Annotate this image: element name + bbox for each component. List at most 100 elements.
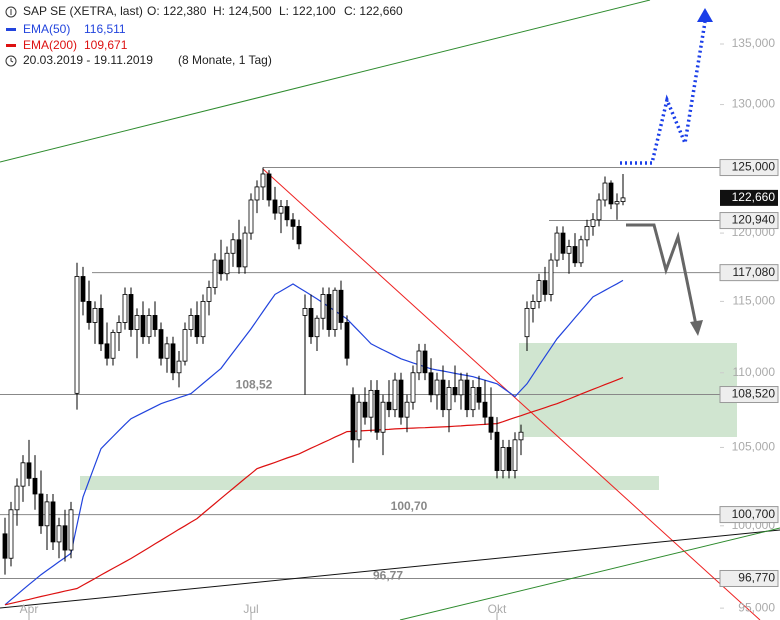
- candle-body: [452, 387, 458, 396]
- candle-body: [584, 226, 590, 241]
- title: SAP SE (XETRA, last): [23, 4, 143, 18]
- level-note: 108,52: [236, 378, 273, 392]
- candle-body: [200, 301, 206, 338]
- candle-body: [86, 301, 92, 323]
- candle-body: [176, 360, 182, 374]
- candle-body: [272, 199, 278, 214]
- candle-body: [182, 329, 188, 362]
- candle-body: [260, 173, 266, 188]
- candle-body: [500, 447, 506, 471]
- projection-arrows: [620, 8, 713, 336]
- candle-body: [152, 315, 158, 330]
- stat: O: 122,380: [147, 4, 207, 18]
- candle-body: [116, 322, 122, 333]
- candle-body: [20, 462, 26, 487]
- candle-body: [476, 387, 482, 403]
- level-label: 96,770: [738, 571, 775, 585]
- candles: [2, 167, 626, 575]
- candle-body: [302, 307, 308, 316]
- candle-body: [314, 317, 320, 338]
- indicator-lines: [4, 279, 624, 606]
- candle-body: [398, 379, 404, 418]
- candle-body: [62, 525, 68, 551]
- candle-body: [620, 197, 626, 202]
- candle-body: [110, 332, 116, 359]
- levels: 108,52 100,70 96,77: [0, 167, 720, 583]
- candle-body: [470, 387, 476, 411]
- candle-body: [356, 401, 362, 441]
- x-tick-label: Okt: [488, 602, 507, 616]
- candle-body: [446, 387, 452, 411]
- level-label: 120,940: [732, 213, 776, 227]
- candle-body: [8, 509, 14, 559]
- candle-body: [2, 533, 8, 559]
- candle-body: [488, 416, 494, 433]
- candle-body: [578, 239, 584, 264]
- candle-body: [326, 294, 332, 330]
- trend-line: [399, 527, 780, 620]
- legend-swatch: [6, 28, 16, 31]
- candle-body: [506, 447, 512, 471]
- legend-value: 116,511: [84, 22, 126, 36]
- candle-body: [296, 226, 302, 245]
- zones: [80, 343, 737, 490]
- x-tick-label: Apr: [20, 602, 39, 616]
- candle-body: [254, 186, 260, 201]
- candle-body: [524, 307, 530, 338]
- level-label: 108,520: [732, 387, 776, 401]
- candle-body: [530, 301, 536, 309]
- level-note: 100,70: [391, 499, 428, 513]
- candle-body: [212, 259, 218, 288]
- candle-body: [560, 232, 566, 254]
- candle-body: [128, 294, 134, 330]
- close-label: 122,660: [732, 190, 776, 204]
- candle-body: [230, 239, 236, 254]
- x-tick-label: Jul: [243, 602, 258, 616]
- level-box: [719, 569, 779, 587]
- candle-body: [536, 280, 542, 302]
- candle-body: [404, 401, 410, 418]
- candle-body: [464, 379, 470, 411]
- indicator-line: [4, 279, 624, 606]
- bearish-projection: [626, 223, 698, 326]
- info-icon: [5, 6, 17, 18]
- candle-body: [56, 525, 62, 543]
- legend-label: EMA(200): [23, 38, 77, 52]
- candle-body: [290, 219, 296, 227]
- candle-body: [614, 201, 620, 205]
- candle-body: [596, 199, 602, 221]
- candle-body: [14, 485, 20, 511]
- candle-body: [608, 182, 614, 205]
- candle-body: [146, 315, 152, 338]
- candle-body: [140, 315, 146, 338]
- stat: C: 122,660: [344, 4, 403, 18]
- candle-body: [44, 501, 50, 527]
- stat: H: 124,500: [213, 4, 272, 18]
- bullish-projection: [620, 21, 707, 165]
- candle-body: [224, 252, 230, 275]
- candle-body: [32, 477, 38, 495]
- legend-swatch: [6, 44, 16, 47]
- y-tick-label: 130,000: [732, 97, 776, 111]
- candle-body: [236, 239, 242, 268]
- trend-line: [0, 529, 780, 609]
- clock-icon: [10, 58, 14, 63]
- clock-icon: [5, 55, 17, 67]
- indicator-line: [4, 377, 624, 606]
- level-box: [719, 159, 779, 177]
- candle-body: [248, 199, 254, 234]
- candle-body: [548, 259, 554, 295]
- candle-body: [392, 379, 398, 411]
- candle-body: [278, 206, 284, 214]
- candle-body: [566, 246, 572, 254]
- candle-body: [320, 294, 326, 319]
- candle-body: [206, 287, 212, 302]
- close-box: [720, 189, 778, 206]
- level-label: 100,700: [732, 507, 776, 521]
- candle-body: [458, 379, 464, 396]
- candle-body: [410, 372, 416, 403]
- level-note: 96,77: [373, 569, 403, 583]
- period: 20.03.2019 - 19.11.2019: [23, 53, 153, 67]
